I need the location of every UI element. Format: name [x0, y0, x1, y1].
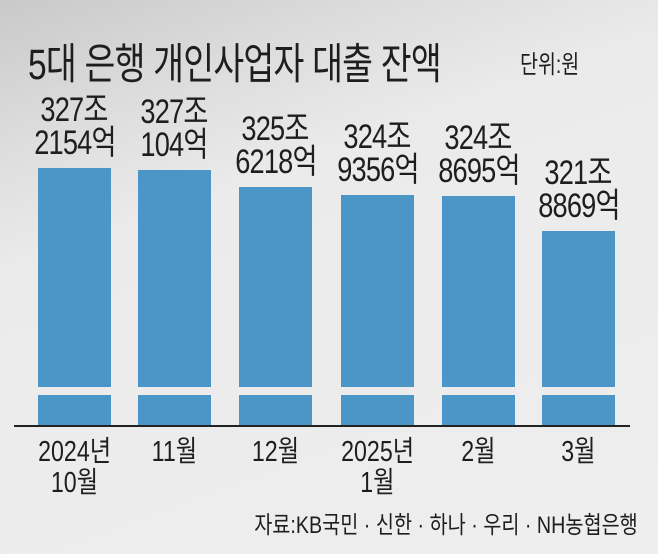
bar-3 [341, 194, 414, 425]
data-label: 321조 8869억 [537, 153, 620, 225]
chart-title: 5대 은행 개인사업자 대출 잔액 [28, 41, 442, 89]
axis-break-gap [138, 387, 211, 395]
x-tick-label: 2025년 1월 [341, 436, 414, 499]
bar-0 [38, 168, 111, 425]
x-tick-label: 12월 [251, 436, 300, 468]
data-label: 324조 9356억 [336, 117, 419, 189]
data-label: 327조 2154억 [33, 91, 116, 162]
axis-break-gap [38, 387, 111, 395]
source-note: 자료:KB국민 · 신한 · 하나 · 우리 · NH농협은행 [254, 512, 638, 539]
x-tick-label: 2024년 10월 [38, 436, 111, 499]
bar-4 [442, 195, 515, 425]
axis-break-gap [239, 387, 312, 395]
axis-break-gap [442, 387, 515, 395]
x-tick-label: 3월 [561, 436, 596, 468]
unit-label: 단위:원 [520, 51, 580, 79]
axis-break-gap [542, 387, 615, 395]
bar-1 [138, 170, 211, 425]
data-label: 324조 8695억 [437, 118, 520, 190]
bar-5 [542, 230, 615, 425]
data-label: 327조 104억 [140, 93, 209, 165]
x-tick-label: 11월 [151, 436, 198, 468]
data-label: 325조 6218억 [234, 109, 317, 181]
bar-2 [239, 186, 312, 425]
axis-break-gap [341, 387, 414, 395]
x-axis-line [14, 425, 630, 427]
x-tick-label: 2월 [461, 436, 496, 468]
